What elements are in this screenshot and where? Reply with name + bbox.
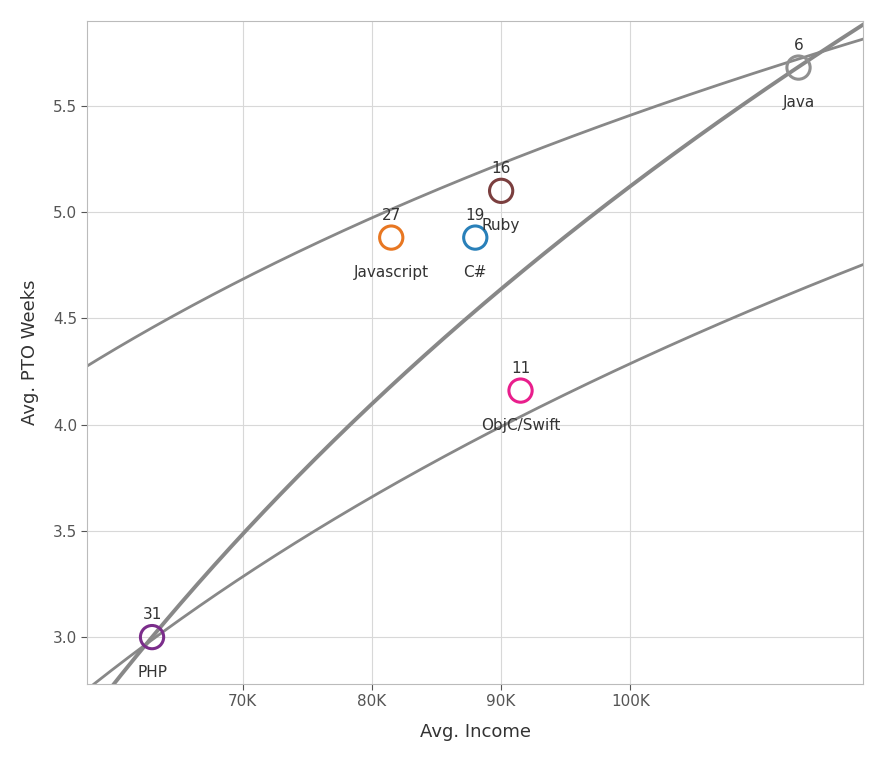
Text: 27: 27 xyxy=(382,208,400,223)
Text: C#: C# xyxy=(463,265,487,280)
Text: 16: 16 xyxy=(492,161,511,176)
Point xyxy=(791,62,805,74)
Text: 11: 11 xyxy=(511,360,530,376)
Text: PHP: PHP xyxy=(137,664,167,680)
Text: Javascript: Javascript xyxy=(354,265,429,280)
Point xyxy=(385,232,399,244)
Point xyxy=(514,385,528,397)
Text: ObjC/Swift: ObjC/Swift xyxy=(481,418,560,434)
Text: 19: 19 xyxy=(466,208,485,223)
Y-axis label: Avg. PTO Weeks: Avg. PTO Weeks xyxy=(21,280,39,425)
Text: 6: 6 xyxy=(794,37,804,53)
Point xyxy=(145,631,159,643)
Text: Java: Java xyxy=(782,95,815,110)
X-axis label: Avg. Income: Avg. Income xyxy=(420,723,530,741)
Point xyxy=(494,184,508,197)
Text: 31: 31 xyxy=(142,607,162,623)
Point xyxy=(469,232,483,244)
Text: Ruby: Ruby xyxy=(482,219,521,233)
